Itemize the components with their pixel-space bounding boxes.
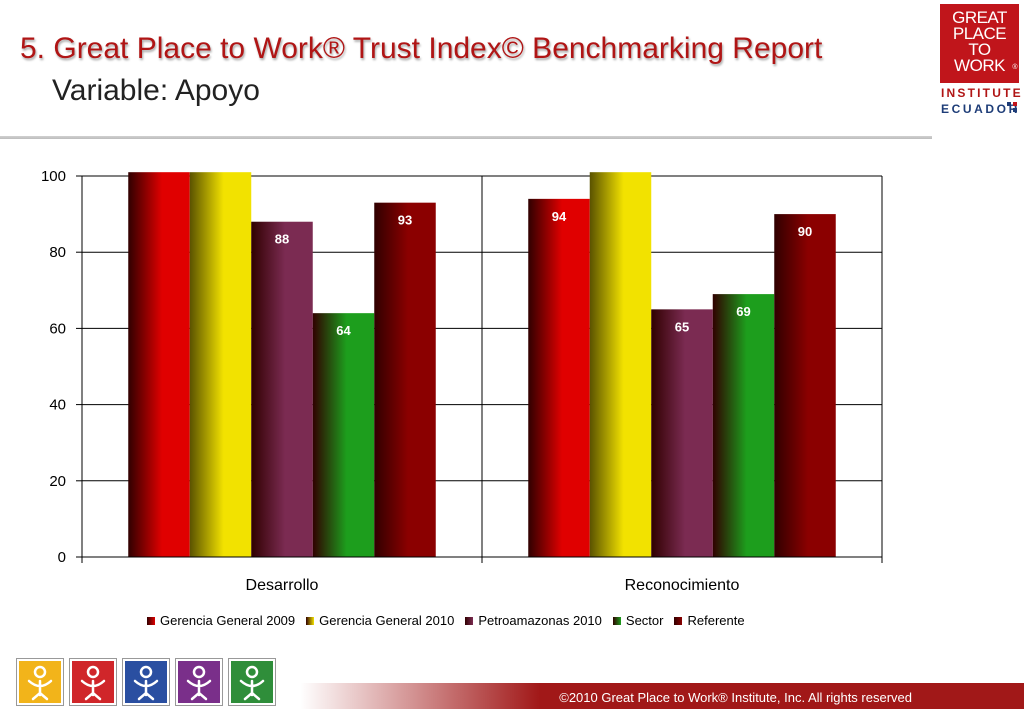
data-label: 93 [398,213,412,228]
bar [312,313,375,557]
legend-swatch [612,616,621,625]
x-category-label: Reconocimiento [625,577,740,594]
legend-label: Petroamazonas 2010 [478,613,602,628]
y-tick-label: 20 [49,473,66,490]
bar [128,172,190,557]
legend-swatch [674,616,683,625]
page-subtitle: Variable: Apoyo [52,74,260,107]
page-title: 5. Great Place to Work® Trust Index© Ben… [20,32,823,65]
logo-line: PLACE [952,24,1007,43]
y-tick-label: 60 [49,320,66,337]
y-tick-label: 40 [49,397,66,414]
company-logo: GREAT PLACE TO WORK ® [940,4,1019,83]
legend-item: Gerencia General 2009 [147,613,295,628]
y-tick-label: 0 [58,549,66,566]
data-label: 69 [736,304,750,319]
legend-label: Sector [625,613,664,628]
bar [374,202,436,558]
logo-line: GREAT [952,8,1007,27]
legend-label: Gerencia General 2010 [319,613,455,628]
logo-country-text: ECUADOR [941,102,1020,116]
logo-line: TO [968,40,991,59]
legend-swatch [147,616,155,625]
footer-bar [0,683,1024,709]
legend-item: Petroamazonas 2010 [465,613,602,628]
x-category-label: Desarrollo [246,577,319,594]
logo-squares-icon [1007,102,1021,116]
bar [528,198,590,558]
logo-registered-mark: ® [1012,64,1017,71]
data-label: 90 [798,224,812,239]
data-label: 64 [336,323,351,338]
data-label: 65 [675,319,689,334]
title-divider [0,136,932,139]
logo-line: WORK [954,56,1005,75]
bar [251,221,313,557]
legend-label: Gerencia General 2009 [160,613,296,628]
legend-item: Sector [612,613,664,628]
bar [589,172,652,557]
logo-institute-text: INSTITUTE [941,86,1023,100]
bar [774,214,836,557]
chart-legend: Gerencia General 2009 Gerencia General 20… [147,613,756,628]
bar [651,309,713,557]
copyright-text: ©2010 Great Place to Work® Institute, In… [559,690,912,705]
legend-label: Referente [687,613,745,628]
legend-swatch [465,616,474,625]
legend-item: Gerencia General 2010 [306,613,454,628]
y-tick-label: 100 [41,168,66,185]
y-tick-label: 80 [49,244,66,261]
data-label: 94 [552,209,567,224]
data-label: 88 [275,232,289,247]
legend-swatch [306,616,315,625]
legend-item: Referente [674,613,745,628]
bar [189,172,252,557]
bar [712,294,775,557]
